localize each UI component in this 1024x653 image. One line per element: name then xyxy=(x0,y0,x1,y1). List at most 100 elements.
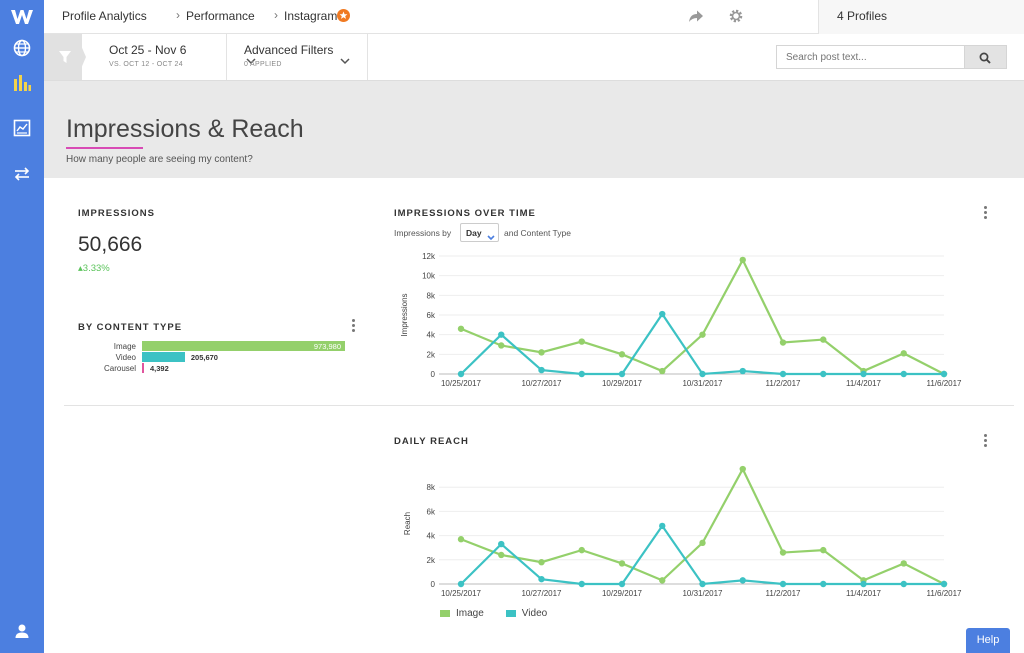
data-point-image[interactable] xyxy=(659,577,666,584)
data-point-image[interactable] xyxy=(659,367,666,375)
data-point-image[interactable] xyxy=(618,560,626,567)
data-point-video[interactable] xyxy=(739,577,746,584)
y-axis-label: Impressions xyxy=(400,293,409,336)
data-point-video[interactable] xyxy=(820,370,827,378)
content-type-bar[interactable] xyxy=(142,352,185,362)
series-line-video xyxy=(460,523,944,586)
transfer-icon[interactable] xyxy=(0,162,44,186)
user-icon[interactable] xyxy=(0,618,44,644)
kebab-menu-icon[interactable] xyxy=(984,434,988,447)
share-icon[interactable] xyxy=(688,9,704,28)
data-point-image[interactable] xyxy=(457,536,465,543)
data-point-video[interactable] xyxy=(779,370,787,378)
data-point-video[interactable] xyxy=(699,370,706,378)
logo-icon[interactable] xyxy=(0,4,44,30)
x-tick-label: 10/29/2017 xyxy=(602,379,643,388)
y-tick-label: 12k xyxy=(422,252,436,261)
globe-icon[interactable] xyxy=(0,36,44,60)
data-point-video[interactable] xyxy=(498,540,505,548)
data-point-video[interactable] xyxy=(457,370,465,378)
filter-toggle[interactable] xyxy=(44,34,86,80)
breadcrumb-profile-analytics[interactable]: Profile Analytics xyxy=(62,9,147,23)
data-point-video[interactable] xyxy=(779,580,787,588)
data-point-image[interactable] xyxy=(900,350,907,357)
content-type-label: Video xyxy=(115,353,136,362)
top-bar: Profile Analytics › Performance › Instag… xyxy=(44,0,1024,34)
data-point-video[interactable] xyxy=(940,370,948,378)
profiles-dropdown[interactable]: 4 Profiles xyxy=(818,0,1024,34)
x-tick-label: 11/4/2017 xyxy=(846,379,882,388)
data-point-image[interactable] xyxy=(699,331,706,338)
data-point-video[interactable] xyxy=(538,366,545,374)
data-point-image[interactable] xyxy=(820,546,827,554)
data-point-video[interactable] xyxy=(659,310,666,318)
data-point-image[interactable] xyxy=(498,551,505,559)
filter-bar: Oct 25 - Nov 6 VS. OCT 12 - OCT 24 Advan… xyxy=(44,34,1024,81)
data-point-video[interactable] xyxy=(739,367,746,375)
data-point-video[interactable] xyxy=(860,370,867,378)
data-point-image[interactable] xyxy=(538,559,545,566)
data-point-video[interactable] xyxy=(618,370,626,378)
data-point-image[interactable] xyxy=(498,342,505,349)
section-divider xyxy=(64,405,1014,406)
page-header: Impressions & Reach How many people are … xyxy=(44,81,1024,178)
data-point-video[interactable] xyxy=(659,522,666,530)
data-point-image[interactable] xyxy=(699,539,706,547)
x-tick-label: 10/27/2017 xyxy=(521,589,562,598)
kebab-menu-icon[interactable] xyxy=(352,319,356,332)
legend-item-image[interactable]: Image xyxy=(440,608,484,619)
report-icon[interactable] xyxy=(0,115,44,141)
data-point-image[interactable] xyxy=(538,349,545,356)
content-type-bar[interactable] xyxy=(142,341,345,351)
x-tick-label: 11/4/2017 xyxy=(846,589,882,598)
data-point-image[interactable] xyxy=(578,338,585,345)
date-range-picker[interactable]: Oct 25 - Nov 6 VS. OCT 12 - OCT 24 xyxy=(94,34,256,80)
series-line-image xyxy=(460,257,945,375)
data-point-image[interactable] xyxy=(578,546,585,554)
data-point-image[interactable] xyxy=(820,336,827,343)
content-type-bar[interactable] xyxy=(142,363,144,373)
kebab-menu-icon[interactable] xyxy=(984,206,988,219)
data-point-video[interactable] xyxy=(578,580,585,588)
data-point-video[interactable] xyxy=(578,370,585,378)
chevron-down-icon xyxy=(340,52,350,70)
data-point-video[interactable] xyxy=(699,580,706,588)
advanced-filters-label: Advanced Filters xyxy=(244,43,334,57)
x-tick-label: 10/31/2017 xyxy=(682,379,723,388)
granularity-select[interactable]: Day xyxy=(460,223,499,242)
advanced-filters[interactable]: Advanced Filters 0 APPLIED xyxy=(227,34,368,80)
data-point-video[interactable] xyxy=(538,575,545,583)
data-point-image[interactable] xyxy=(900,560,907,567)
page-subtitle: How many people are seeing my content? xyxy=(66,154,253,165)
search-button[interactable] xyxy=(964,45,1007,69)
data-point-video[interactable] xyxy=(618,580,626,588)
x-tick-label: 11/6/2017 xyxy=(927,379,963,388)
data-point-video[interactable] xyxy=(900,580,907,588)
impressions-value: 50,666 xyxy=(78,233,143,256)
data-point-video[interactable] xyxy=(457,580,465,588)
data-point-image[interactable] xyxy=(779,549,787,556)
advanced-filters-count: 0 APPLIED xyxy=(244,61,282,68)
legend-item-video[interactable]: Video xyxy=(505,608,547,619)
help-button[interactable]: Help xyxy=(966,628,1010,653)
gear-icon[interactable] xyxy=(728,8,744,29)
content-type-value: 4,392 xyxy=(150,364,169,373)
data-point-image[interactable] xyxy=(618,351,626,358)
data-point-image[interactable] xyxy=(739,465,746,473)
data-point-video[interactable] xyxy=(498,331,505,338)
profiles-label: 4 Profiles xyxy=(837,9,888,23)
content-type-value: 205,670 xyxy=(190,353,218,362)
data-point-video[interactable] xyxy=(860,580,867,588)
impressions-change: ▴3.33% xyxy=(78,263,110,274)
data-point-image[interactable] xyxy=(779,339,787,346)
bar-chart-icon[interactable] xyxy=(0,70,44,96)
breadcrumb-performance[interactable]: Performance xyxy=(186,9,255,23)
data-point-image[interactable] xyxy=(457,325,465,332)
data-point-image[interactable] xyxy=(739,256,746,264)
data-point-video[interactable] xyxy=(820,580,827,588)
data-point-video[interactable] xyxy=(940,580,948,588)
data-point-video[interactable] xyxy=(900,370,907,378)
y-tick-label: 6k xyxy=(427,311,436,320)
breadcrumb-instagram[interactable]: Instagram xyxy=(284,9,338,23)
search-input[interactable] xyxy=(776,45,965,69)
